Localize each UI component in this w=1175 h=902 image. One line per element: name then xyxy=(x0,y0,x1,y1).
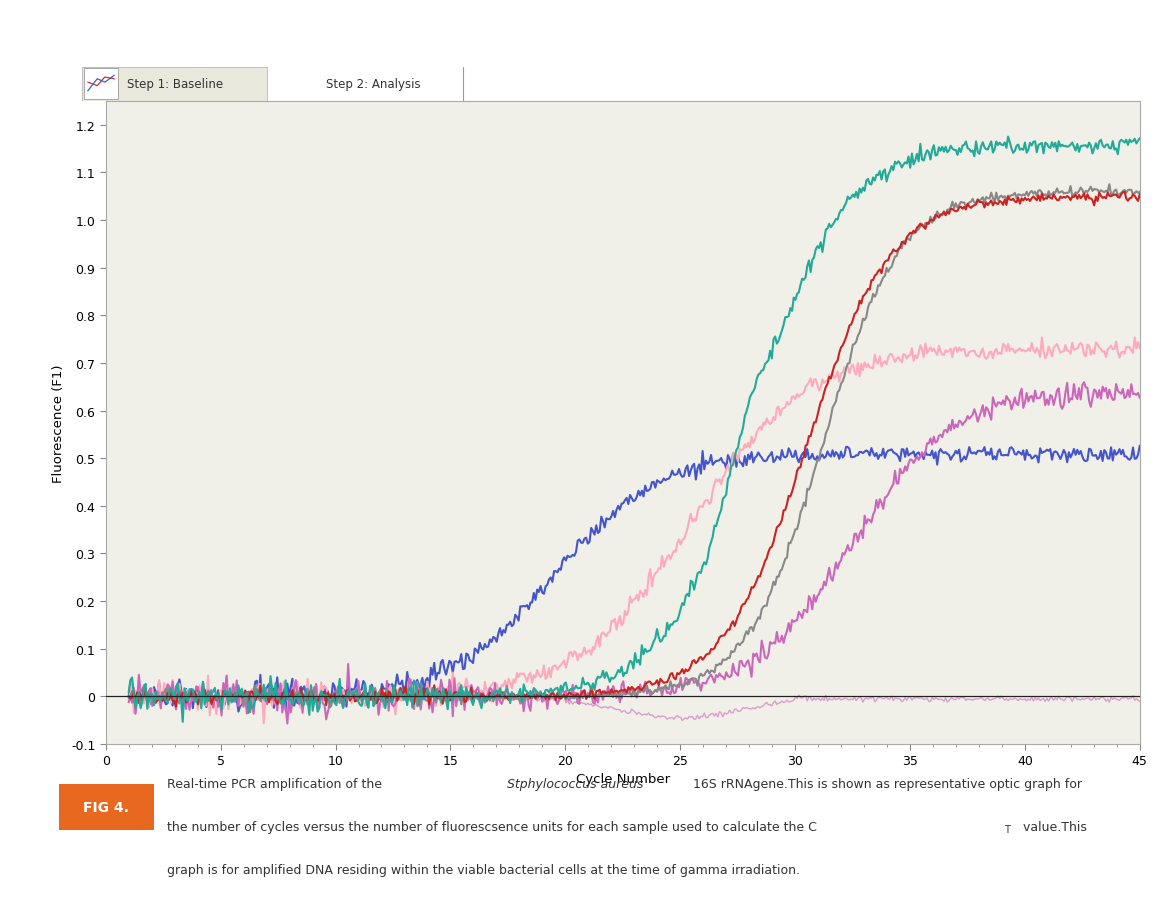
X-axis label: Cycle Number: Cycle Number xyxy=(576,772,670,785)
Text: Step 1: Baseline: Step 1: Baseline xyxy=(127,78,223,90)
Text: Real-time PCR amplification of the: Real-time PCR amplification of the xyxy=(167,777,385,790)
Text: the number of cycles versus the number of fluorescsence units for each sample us: the number of cycles versus the number o… xyxy=(167,820,817,833)
Text: Step 2: Analysis: Step 2: Analysis xyxy=(325,78,421,90)
FancyBboxPatch shape xyxy=(82,68,268,102)
Y-axis label: Fluorescence (F1): Fluorescence (F1) xyxy=(53,364,66,483)
FancyBboxPatch shape xyxy=(59,785,154,830)
Text: FIG 4.: FIG 4. xyxy=(83,800,129,815)
Text: T: T xyxy=(1003,824,1009,834)
Text: value.This: value.This xyxy=(1019,820,1087,833)
Text: graph is for amplified DNA residing within the viable bacterial cells at the tim: graph is for amplified DNA residing with… xyxy=(167,862,800,876)
Text: Stphylococcus aureus: Stphylococcus aureus xyxy=(508,777,644,790)
Text: 16S rRNAgene.This is shown as representative optic graph for: 16S rRNAgene.This is shown as representa… xyxy=(689,777,1082,790)
